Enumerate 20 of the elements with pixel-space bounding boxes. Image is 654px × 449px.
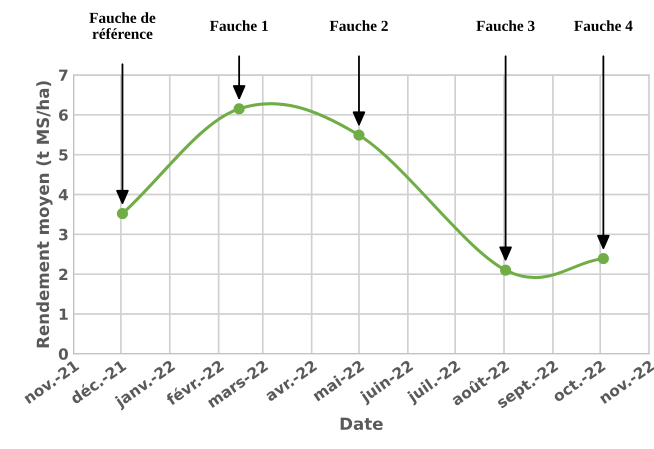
y-tick-label: 6 [59,109,68,121]
point [598,253,609,264]
y-tick-label: 0 [58,348,68,360]
point [353,130,365,141]
y-tick-label: 2 [59,268,68,280]
y-tick-label: 4 [58,189,68,200]
y-tick-label: 3 [59,228,68,240]
point [500,264,512,276]
y-axis-title: Rendement moyen (t MS/ha) [36,81,53,348]
y-tick-label: 7 [59,70,68,81]
point [116,208,128,220]
text: Fauche de référence [89,12,156,39]
text: Fauche 3 [476,20,535,32]
text: Fauche 4 [574,20,633,32]
point [234,103,245,114]
y-tick-label: 5 [59,149,68,161]
text: Fauche 2 [330,20,388,32]
y-tick-label: 1 [60,308,68,320]
x-axis-title: Date [340,418,383,430]
text: Fauche 1 [210,20,268,32]
